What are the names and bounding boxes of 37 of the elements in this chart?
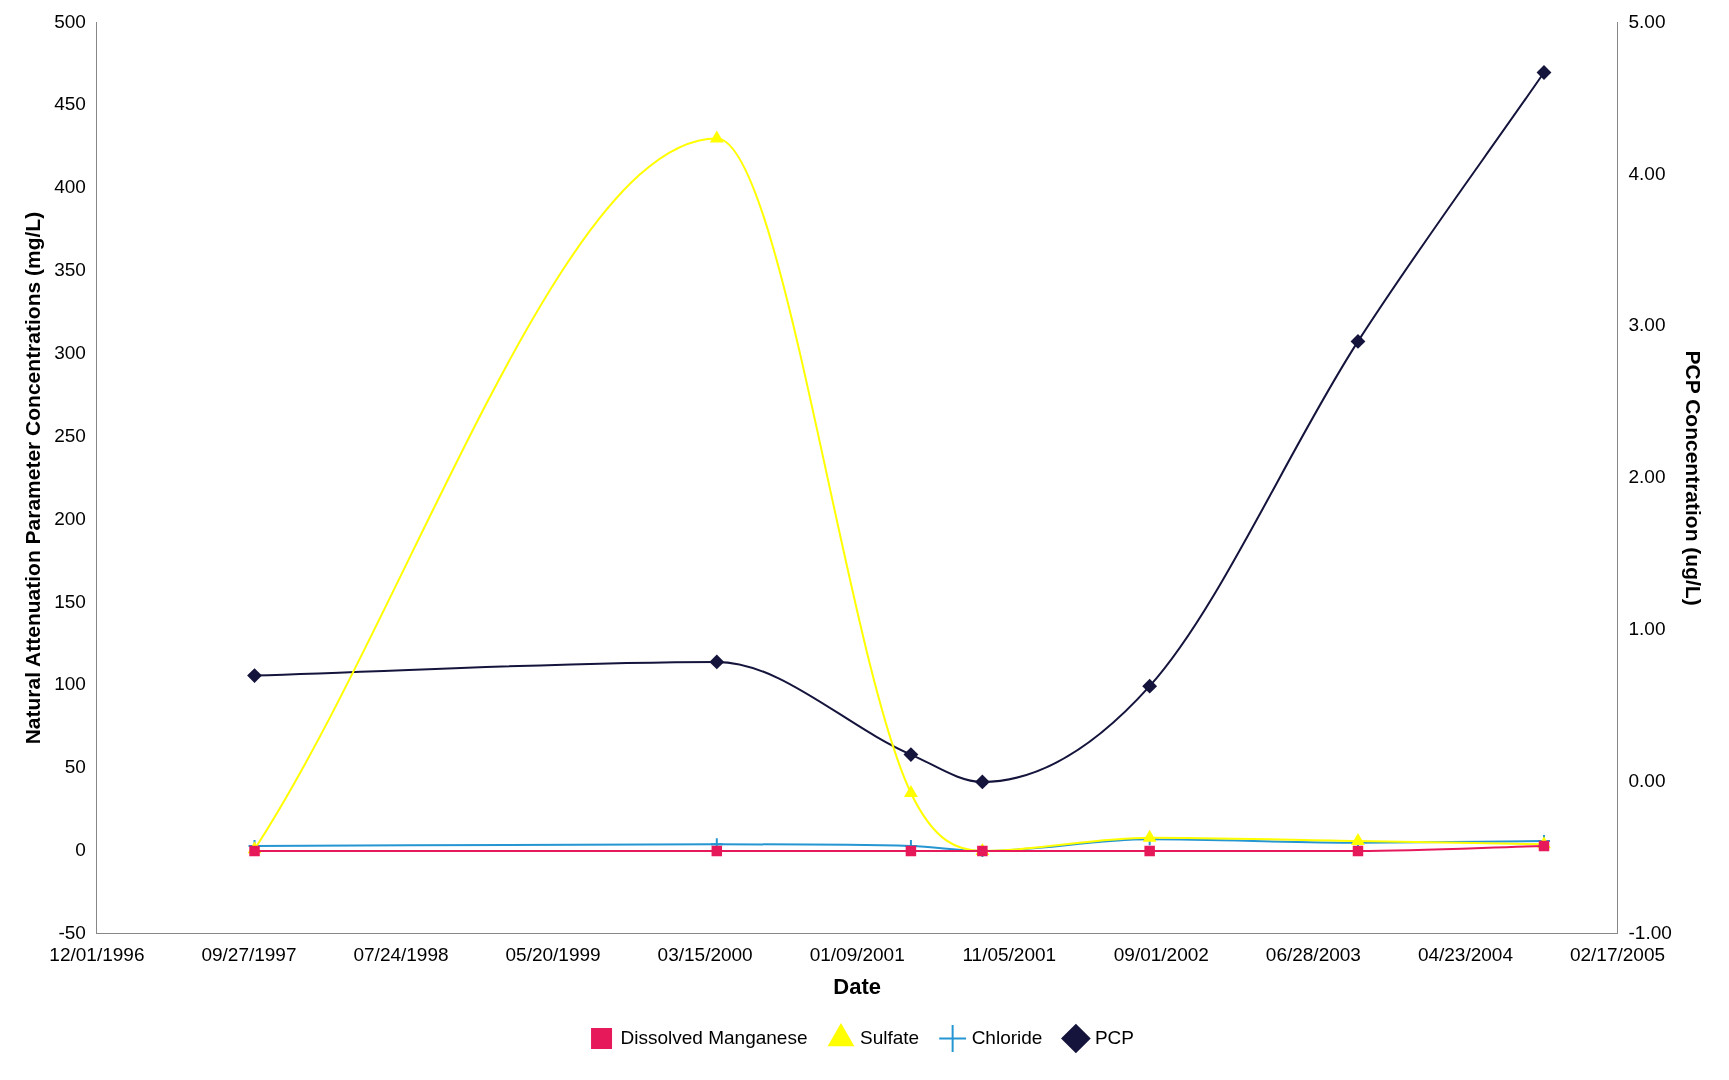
y-tick-label: -50 <box>58 922 86 944</box>
y2-tick-label: 1.00 <box>1628 618 1666 640</box>
x-tick-label: 09/01/2002 <box>1113 944 1209 966</box>
y-axis-title: Natural Attenuation Parameter Concentrations (mg/L) <box>21 211 45 745</box>
legend-label: Dissolved Manganese <box>620 1026 808 1048</box>
x-tick-label: 12/01/1996 <box>49 944 145 966</box>
y-tick-label: 350 <box>54 259 86 281</box>
x-tick-label: 03/15/2000 <box>657 944 753 966</box>
legend-label: Sulfate <box>859 1026 920 1048</box>
y-tick-label: 500 <box>54 10 86 32</box>
x-axis-title: Date <box>833 973 882 999</box>
y-tick-label: 50 <box>64 756 86 778</box>
x-tick-label: 04/23/2004 <box>1417 944 1514 966</box>
x-tick-label: 11/05/2001 <box>962 944 1057 966</box>
x-tick-label: 09/27/1997 <box>201 944 297 966</box>
y2-tick-label: 4.00 <box>1628 162 1666 184</box>
y-tick-label: 250 <box>54 424 86 446</box>
y-tick-label: 300 <box>54 342 86 364</box>
legend-label: Chloride <box>971 1026 1043 1048</box>
y-tick-label: 450 <box>54 93 86 115</box>
y-tick-label: 200 <box>54 507 86 529</box>
y2-tick-label: -1.00 <box>1628 922 1672 944</box>
x-tick-label: 05/20/1999 <box>505 944 601 966</box>
y-tick-label: 150 <box>54 590 86 612</box>
y2-tick-label: 2.00 <box>1628 466 1666 488</box>
y-tick-label: 400 <box>54 176 86 198</box>
y-tick-label: 0 <box>75 839 86 861</box>
y2-tick-label: 3.00 <box>1628 314 1666 336</box>
x-tick-label: 07/24/1998 <box>353 944 449 966</box>
y2-tick-label: 5.00 <box>1628 10 1666 32</box>
y2-axis-title: PCP Concentration (ug/L) <box>1681 350 1705 606</box>
x-tick-label: 02/17/2005 <box>1569 944 1666 966</box>
x-tick-label: 01/09/2001 <box>809 944 905 966</box>
legend-label: PCP <box>1094 1026 1134 1048</box>
y-tick-label: 100 <box>54 673 86 695</box>
x-tick-label: 06/28/2003 <box>1265 944 1361 966</box>
y2-tick-label: 0.00 <box>1628 770 1666 792</box>
